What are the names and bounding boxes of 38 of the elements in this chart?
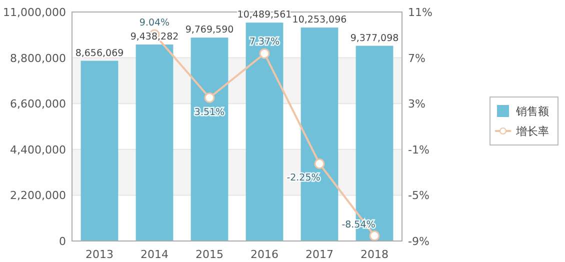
y-tick-label: 8,800,000 [10,52,66,65]
y2-tick-label: -5% [408,189,430,202]
point [369,230,380,241]
data-label: 9.04% [139,17,170,28]
point [204,92,215,104]
x-tick-label: 2016 [250,248,278,261]
data-label: 9,769,590 [185,24,234,36]
data-label: 10,489,561 [237,10,292,21]
data-label: 3.51% [194,106,225,118]
y-tick-label: 2,200,000 [10,189,66,202]
point [259,48,270,59]
y2-tick-label: -9% [408,235,430,248]
legend-label: 销售额 [515,105,549,118]
bar [246,22,284,241]
data-label: 8,656,069 [75,48,124,59]
x-tick-label: 2015 [196,248,224,261]
point [314,158,325,169]
y2-tick-label: 11% [408,6,432,19]
y2-tick-label: -1% [408,143,430,156]
bar [136,44,174,241]
legend-label: 增长率 [515,125,549,138]
y-tick-label: 4,400,000 [10,143,66,156]
data-label: 10,253,096 [292,14,347,26]
x-tick-label: 2014 [140,248,168,261]
bar [80,60,118,241]
y2-tick-label: 3% [408,98,426,111]
bar [190,38,228,241]
data-label: 9,438,282 [130,32,179,43]
y-tick-label: 11,000,000 [3,6,66,19]
x-tick-label: 2017 [306,248,334,261]
y-tick-label: 0 [59,235,66,248]
y-tick-label: 6,600,000 [10,98,66,111]
data-label: 9,377,098 [350,32,399,44]
y2-tick-label: 7% [408,52,426,65]
data-label: 7.37% [249,36,280,48]
data-label: -8.54% [342,220,376,231]
x-tick-label: 2018 [360,248,388,261]
x-tick-label: 2013 [86,248,114,261]
